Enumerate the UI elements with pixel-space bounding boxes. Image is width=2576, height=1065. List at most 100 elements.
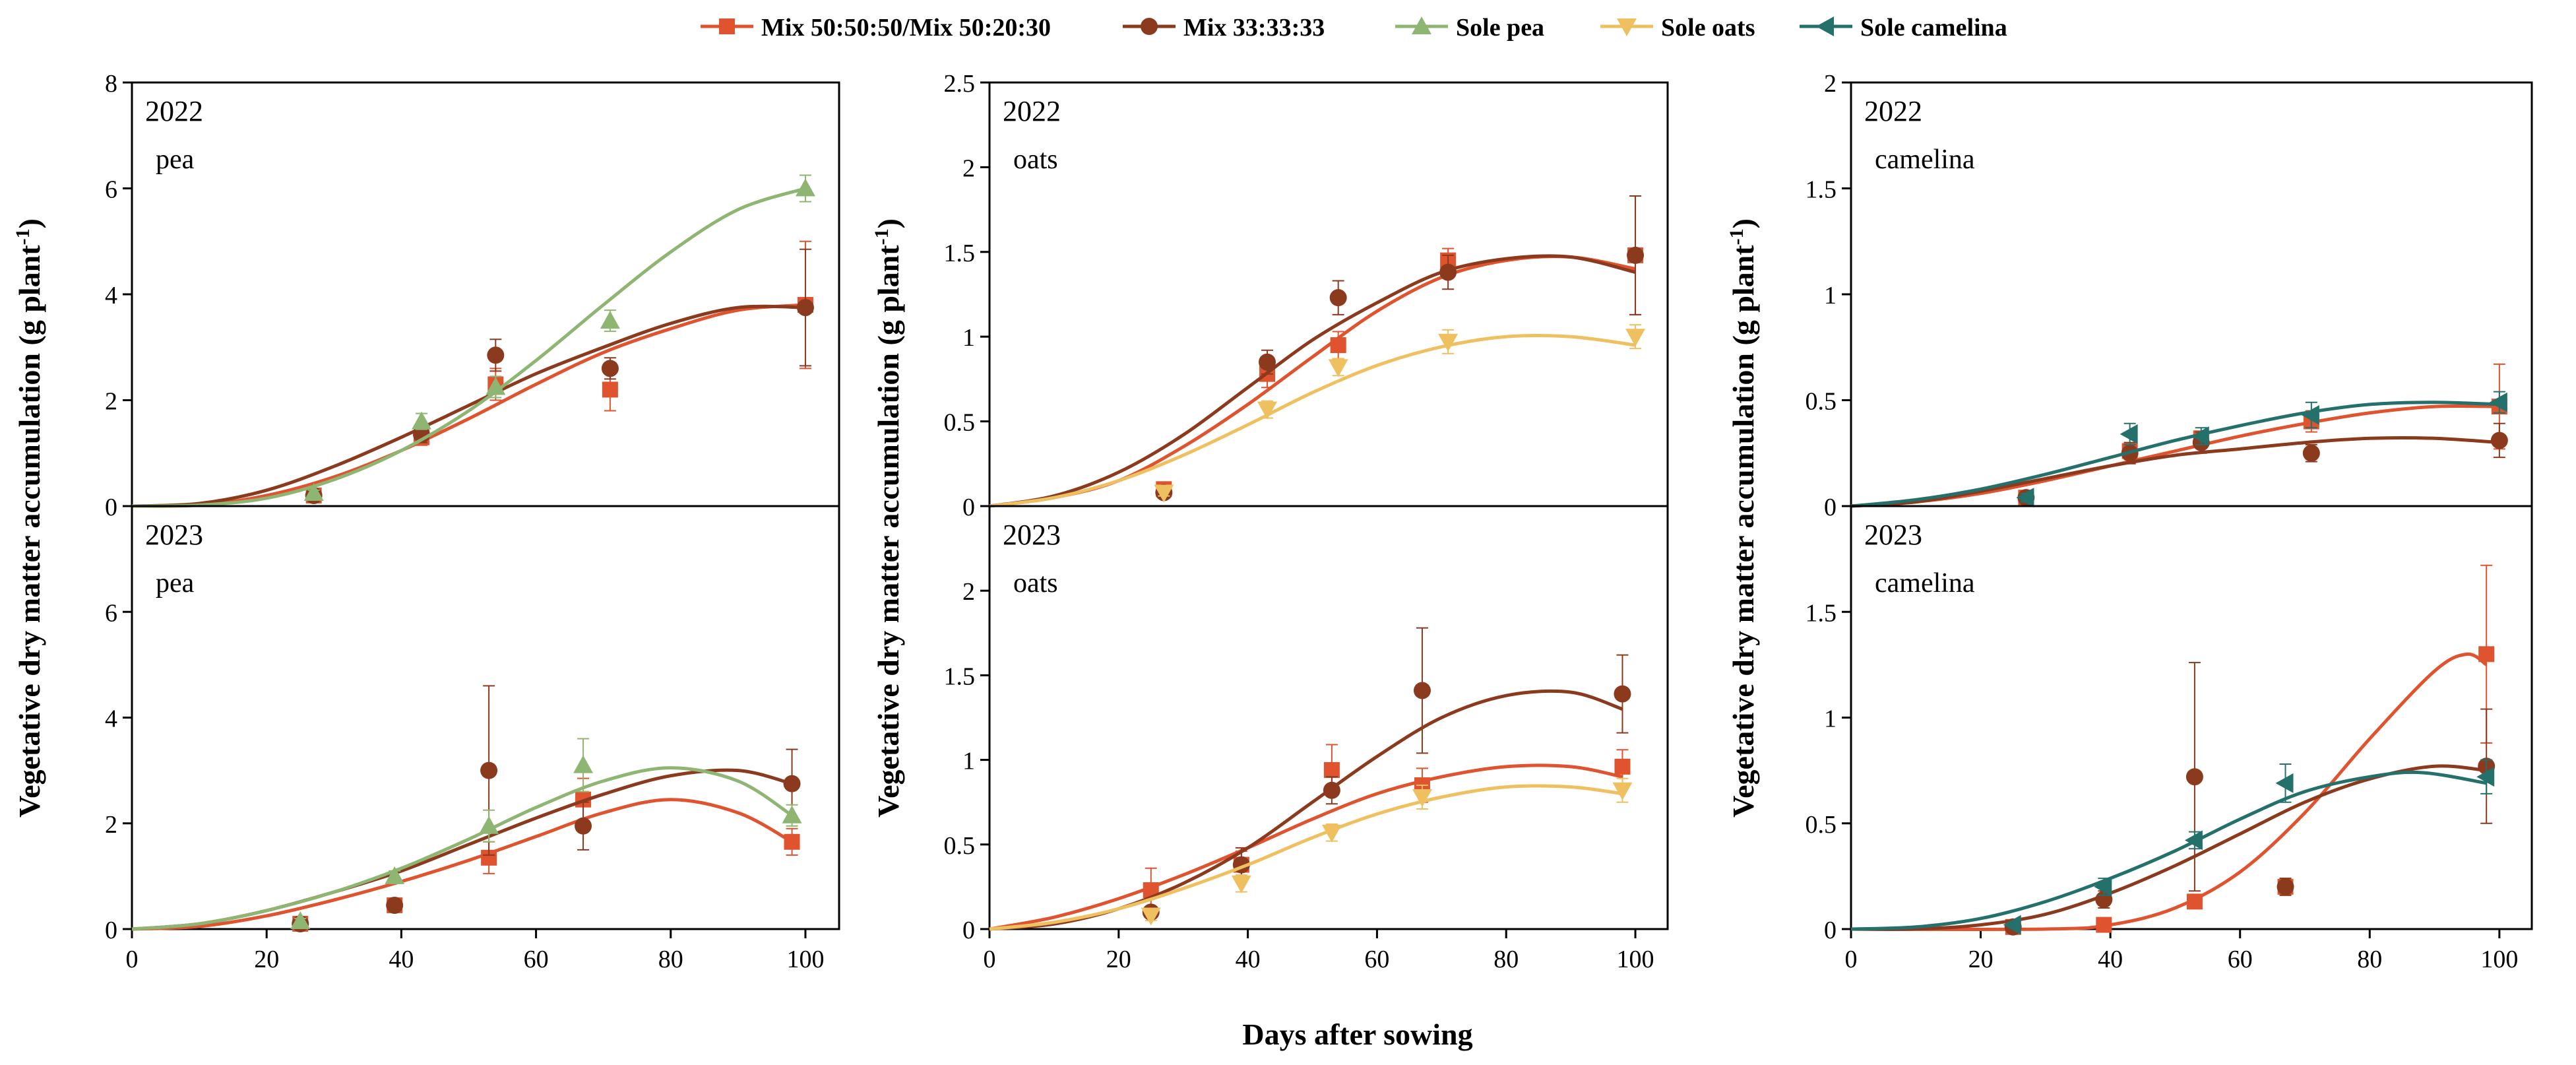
series-triangle-down <box>989 324 1646 508</box>
panel-year: 2023 <box>1864 519 1922 551</box>
legend-label: Mix 50:50:50/Mix 50:20:30 <box>761 14 1051 42</box>
fit-curve <box>131 766 793 931</box>
panel-oats-2022: 0 0.5 1 1.5 2 2.5 2022 oats <box>944 70 1669 521</box>
data-point <box>487 346 505 364</box>
x-tick-label: 0 <box>984 946 996 973</box>
y-tick-label: 0 <box>962 494 975 521</box>
x-tick-label: 20 <box>254 946 279 973</box>
y-tick-label: 0.5 <box>1806 811 1837 839</box>
legend-label: Sole pea <box>1456 14 1544 42</box>
plot-frame <box>131 81 840 507</box>
data-point <box>2096 917 2112 933</box>
data-point <box>412 411 432 430</box>
data-point <box>1612 782 1633 800</box>
data-point <box>2003 915 2021 935</box>
x-tick-label: 40 <box>2098 946 2123 973</box>
series-triangle-down <box>989 777 1633 931</box>
data-point <box>1412 789 1432 808</box>
data-point <box>2185 768 2203 786</box>
data-point <box>1321 824 1342 843</box>
y-tick-label: 0 <box>105 494 117 521</box>
panel-crop: oats <box>1013 568 1058 598</box>
x-tick-label: 40 <box>1236 946 1261 973</box>
legend-label: Sole oats <box>1661 14 1755 42</box>
fit-curve <box>1850 401 2499 508</box>
data-point <box>2277 878 2294 895</box>
legend-marker-square <box>719 18 735 34</box>
x-tick-label: 100 <box>1617 946 1654 973</box>
fit-curve <box>1850 764 2487 931</box>
fit-curve <box>989 689 1623 931</box>
x-tick-label: 80 <box>1493 946 1519 973</box>
fit-curve <box>131 304 805 508</box>
series-circle <box>989 195 1645 508</box>
fit-curve <box>1850 404 2499 508</box>
data-point <box>1614 758 1631 775</box>
data-point <box>480 761 498 779</box>
data-point <box>1614 685 1631 703</box>
data-point <box>1258 353 1276 371</box>
data-point <box>2489 392 2507 412</box>
data-point <box>602 381 618 398</box>
data-point <box>1154 484 1174 503</box>
legend-marker-circle <box>1141 18 1158 35</box>
data-point <box>386 896 404 914</box>
plot-frame <box>131 505 840 930</box>
data-point <box>782 805 802 823</box>
series-square <box>131 240 813 508</box>
y-tick-label: 2 <box>105 811 117 839</box>
y-tick-label: 1 <box>962 324 975 352</box>
data-point <box>1413 682 1431 699</box>
x-tick-label: 100 <box>786 946 824 973</box>
data-point <box>1257 401 1277 420</box>
data-point <box>2120 424 2138 444</box>
fit-curve <box>131 798 793 931</box>
x-tick-label: 80 <box>2357 946 2382 973</box>
data-point <box>1329 289 1347 307</box>
x-axis-label: Days after sowing <box>1242 1017 1472 1051</box>
series-square <box>1850 363 2507 508</box>
series-circle <box>131 248 814 508</box>
data-point <box>2184 830 2203 851</box>
data-point <box>486 377 506 395</box>
x-tick-label: 20 <box>1968 946 1994 973</box>
data-point <box>2094 876 2112 897</box>
panel-year: 2023 <box>145 519 203 551</box>
data-point <box>600 311 620 329</box>
legend-marker-triangle-down <box>1617 18 1637 36</box>
panel-crop: pea <box>156 145 195 175</box>
data-point <box>795 178 815 197</box>
fit-curve <box>131 303 806 508</box>
fit-curve <box>1850 770 2487 931</box>
fit-curve <box>989 333 1636 508</box>
y-tick-label: 0.5 <box>944 409 976 437</box>
plot-frame <box>988 505 1669 930</box>
series-square <box>1850 564 2495 935</box>
panel-crop: camelina <box>1875 145 1975 175</box>
y-tick-label: 1.5 <box>944 240 976 267</box>
panel-crop: pea <box>156 568 195 598</box>
y-axis-label: Vegetative dry matter accumulation (g pl… <box>871 218 906 818</box>
panel-crop: oats <box>1013 145 1058 175</box>
data-point <box>783 775 801 792</box>
panel-year: 2022 <box>1864 95 1922 127</box>
fit-curve <box>989 763 1623 931</box>
y-tick-label: 2 <box>105 388 117 416</box>
data-point <box>2191 426 2209 447</box>
fit-curve <box>131 768 793 931</box>
data-point <box>1231 875 1251 893</box>
data-point <box>2301 404 2319 425</box>
fit-curve <box>131 187 806 508</box>
legend-label: Sole camelina <box>1860 14 2007 42</box>
fit-curve <box>1850 436 2500 508</box>
data-point <box>1323 761 1340 778</box>
fit-curve <box>1850 652 2488 931</box>
series-circle <box>989 627 1631 931</box>
data-point <box>2275 773 2294 793</box>
data-point <box>2016 488 2034 508</box>
data-point <box>2476 767 2495 787</box>
fit-curve <box>989 254 1636 508</box>
